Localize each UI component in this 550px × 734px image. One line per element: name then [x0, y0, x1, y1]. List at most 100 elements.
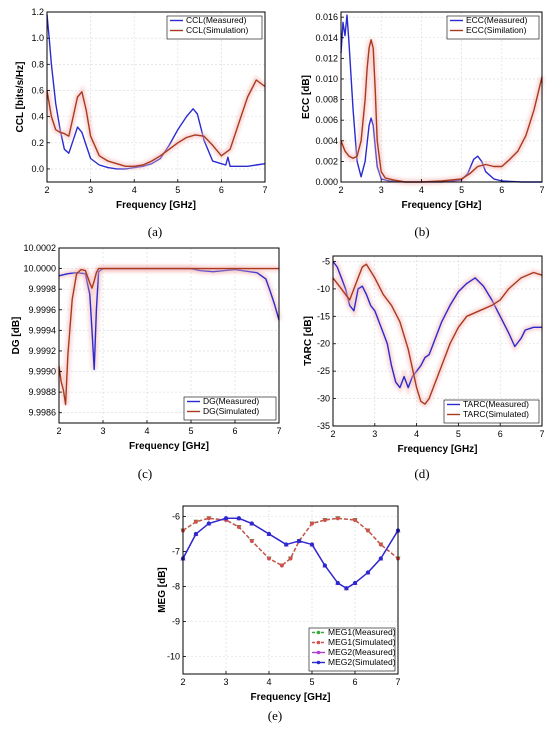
y-tick-label: 0.010 — [315, 74, 338, 84]
y-axis-label: CCL [bits/s/Hz] — [15, 62, 26, 133]
series-marker — [206, 516, 211, 521]
x-tick-label: 2 — [180, 677, 185, 687]
x-tick-label: 3 — [379, 185, 384, 195]
x-tick-label: 5 — [188, 426, 193, 436]
y-tick-label: 9.9990 — [28, 367, 56, 377]
y-tick-label: 0.016 — [315, 12, 338, 22]
legend-box — [166, 15, 263, 40]
legend: CCL(Measured)CCL(Simulation) — [166, 15, 263, 40]
x-axis-label: Frequency [GHz] — [397, 444, 477, 455]
y-tick-label: 10.0000 — [23, 264, 56, 274]
y-tick-label: 0.002 — [315, 156, 338, 166]
series-group — [44, 14, 267, 170]
y-tick-label: 1.2 — [31, 7, 44, 17]
panel-caption: (b) — [414, 224, 429, 239]
x-tick-label: 2 — [338, 185, 343, 195]
legend-box — [183, 396, 277, 421]
x-tick-label: 6 — [219, 185, 224, 195]
series-marker — [335, 516, 340, 521]
series-marker — [353, 518, 357, 522]
y-tick-label: -20 — [317, 339, 330, 349]
legend-marker — [316, 660, 321, 665]
y-axis-label: ECC [dB] — [301, 75, 312, 119]
panel-caption: (e) — [268, 708, 282, 723]
series-line-2 — [58, 267, 279, 406]
legend: TARC(Measured)TARC(Simulated) — [443, 399, 540, 424]
y-tick-label: -5 — [322, 256, 330, 266]
y-axis-label: TARC [dB] — [303, 316, 314, 366]
legend-box — [446, 15, 540, 40]
series-group — [330, 259, 543, 409]
legend-marker — [316, 630, 321, 635]
y-axis-label: DG [dB] — [11, 317, 22, 355]
legend-marker — [316, 650, 321, 655]
panel-caption: (a) — [148, 224, 162, 239]
chart-panel-ecc: 2 3 4 5 6 7 0.000 0.002 0.004 0.006 0.008 0.010 0.01… — [301, 11, 545, 239]
series-marker — [249, 539, 254, 543]
plot-frame — [58, 247, 280, 424]
x-axis-label: Frequency [GHz] — [250, 692, 330, 703]
plot-frame — [332, 255, 543, 427]
y-tick-label: 9.9988 — [28, 387, 56, 397]
legend-entry: MEG1(Measured) — [328, 627, 396, 637]
x-tick-label: 7 — [276, 426, 281, 436]
series-line-2 — [46, 79, 266, 168]
x-tick-label: 4 — [144, 426, 149, 436]
plot-frame — [46, 11, 266, 183]
legend-entry: ECC(Similation) — [466, 25, 527, 35]
y-tick-label: -25 — [317, 366, 330, 376]
series-marker — [344, 586, 349, 591]
x-tick-label: 7 — [262, 185, 267, 195]
x-tick-label: 7 — [395, 677, 400, 687]
legend: ECC(Measured)ECC(Similation) — [446, 15, 540, 40]
panel-caption: (c) — [138, 466, 152, 481]
legend-entry: CCL(Simulation) — [186, 25, 249, 35]
y-tick-label: -6 — [172, 512, 180, 522]
series-marker — [378, 556, 383, 561]
series-marker — [297, 538, 302, 544]
x-tick-label: 4 — [266, 677, 271, 687]
series-marker — [378, 542, 383, 547]
x-tick-label: 7 — [539, 429, 544, 439]
y-tick-label: 9.9996 — [28, 305, 56, 315]
series-marker — [193, 519, 198, 524]
x-axis-label: Frequency [GHz] — [401, 200, 481, 211]
legend-entry: DG(Measured) — [203, 396, 259, 406]
x-tick-label: 2 — [44, 185, 49, 195]
x-tick-label: 7 — [539, 185, 544, 195]
x-tick-label: 3 — [88, 185, 93, 195]
legend-entry: MEG1(Simulated) — [328, 637, 396, 647]
legend-marker — [316, 640, 321, 645]
y-tick-label: 9.9992 — [28, 346, 56, 356]
series-marker — [267, 556, 271, 561]
x-axis-label: Frequency [GHz] — [116, 200, 196, 211]
legend-entry: TARC(Simulated) — [463, 409, 529, 419]
series-marker — [206, 521, 211, 526]
series-marker — [249, 521, 254, 526]
series-glow — [338, 39, 545, 185]
series-marker — [279, 563, 284, 568]
series-group — [338, 14, 545, 185]
y-tick-label: 1.0 — [31, 33, 44, 43]
series-marker — [365, 528, 370, 533]
plot-frame — [182, 505, 399, 675]
series-line-2 — [340, 39, 543, 183]
legend-entry: TARC(Measured) — [463, 399, 529, 409]
y-tick-label: 0.004 — [315, 136, 338, 146]
x-axis-label: Frequency [GHz] — [129, 441, 209, 452]
series-marker — [288, 556, 293, 561]
y-axis-label: MEG [dB] — [157, 567, 168, 613]
y-tick-label: 10.0002 — [23, 243, 56, 253]
series-marker — [223, 516, 229, 521]
x-tick-label: 6 — [352, 677, 357, 687]
x-tick-label: 5 — [456, 429, 461, 439]
y-tick-label: 0.2 — [31, 138, 44, 148]
series-marker — [365, 570, 370, 575]
y-tick-label: 0.006 — [315, 115, 338, 125]
series-group — [180, 515, 401, 591]
y-tick-label: -35 — [317, 421, 330, 431]
chart-panel-tarc: 2 3 4 5 6 7 -35 -30 -25 -20 -15 -10 -5 Frequency [GHz… — [303, 255, 545, 481]
series-marker — [352, 580, 358, 586]
x-tick-label: 2 — [56, 426, 61, 436]
